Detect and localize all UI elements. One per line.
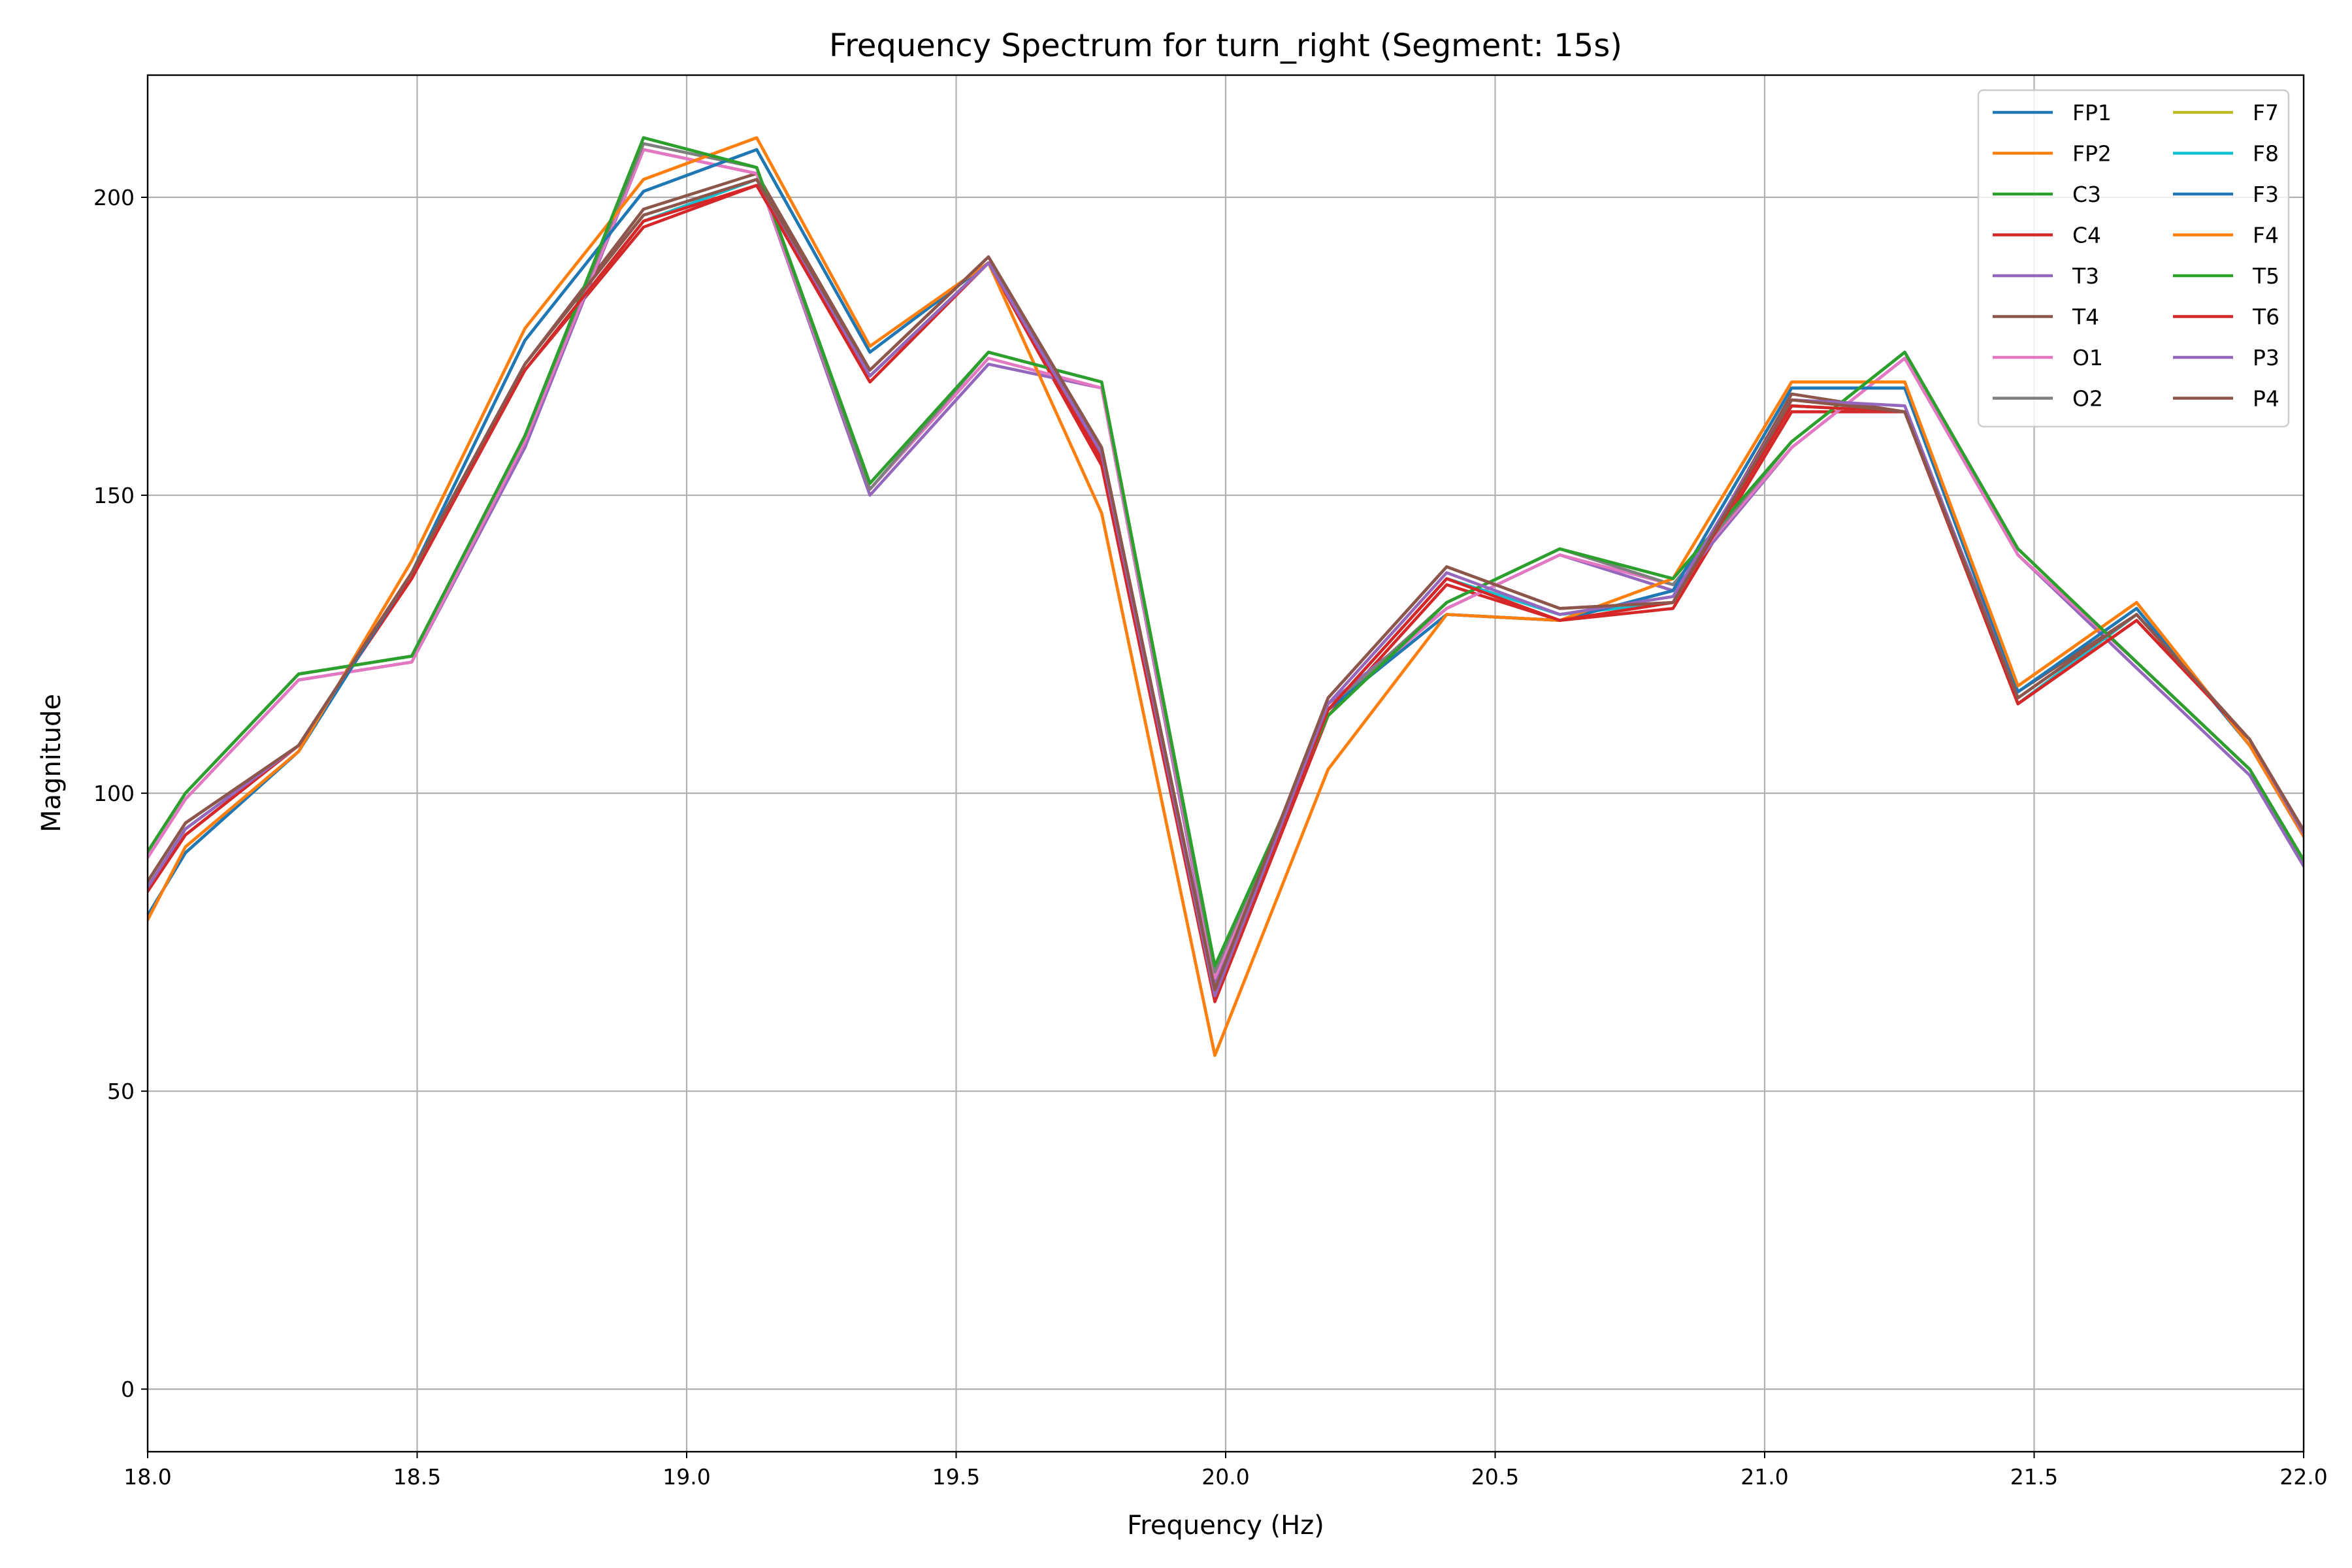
y-tick-label: 200 [93, 185, 135, 210]
axis-ticks: 18.0 18.5 19.0 19.5 20.0 20.5 21.0 21.5 22.0 0 50 1… [93, 185, 2328, 1490]
legend-label: FP1 [2072, 100, 2112, 125]
legend-label: FP2 [2072, 141, 2112, 167]
series-line-p4 [148, 178, 2304, 992]
x-tick-label: 19.5 [932, 1464, 980, 1490]
y-axis-label: Magnitude [37, 694, 67, 832]
legend-label: C4 [2072, 223, 2101, 248]
x-tick-label: 21.0 [1740, 1464, 1788, 1490]
legend-label: T4 [2072, 304, 2099, 330]
x-tick-label: 18.5 [393, 1464, 441, 1490]
legend-label: T5 [2252, 263, 2279, 289]
legend-label: O1 [2072, 345, 2103, 370]
y-tick-label: 50 [107, 1079, 135, 1104]
legend-label: T3 [2072, 263, 2099, 289]
x-axis-label: Frequency (Hz) [1127, 1511, 1324, 1541]
legend-label: O2 [2072, 386, 2103, 412]
legend-label: P3 [2253, 345, 2279, 370]
legend: FP1 FP2 C3 C4 T3 T4 O1 O2 F7 F8 F3 F4 T5 T6 P3 P4 [1977, 89, 2290, 428]
x-tick-label: 21.5 [2010, 1464, 2058, 1490]
series-line-o1 [148, 148, 2304, 980]
x-tick-label: 20.0 [1201, 1464, 1249, 1490]
series-line-t5 [148, 136, 2304, 968]
legend-box [1977, 89, 2290, 428]
legend-label: T6 [2252, 304, 2279, 330]
legend-label: F8 [2253, 141, 2279, 167]
legend-label: F4 [2253, 223, 2279, 248]
legend-label: F7 [2253, 100, 2279, 125]
series-line-f4 [148, 136, 2304, 1057]
y-tick-label: 100 [93, 781, 135, 806]
x-tick-label: 19.0 [662, 1464, 710, 1490]
legend-label: F3 [2253, 182, 2279, 207]
series-lines [148, 136, 2304, 1057]
legend-label: C3 [2072, 182, 2101, 207]
chart-title: Frequency Spectrum for turn_right (Segme… [829, 27, 1622, 64]
x-tick-label: 18.0 [123, 1464, 171, 1490]
x-tick-label: 22.0 [2279, 1464, 2327, 1490]
y-tick-label: 0 [121, 1377, 135, 1402]
y-tick-label: 150 [93, 483, 135, 508]
x-tick-label: 20.5 [1471, 1464, 1519, 1490]
legend-label: P4 [2253, 386, 2279, 412]
